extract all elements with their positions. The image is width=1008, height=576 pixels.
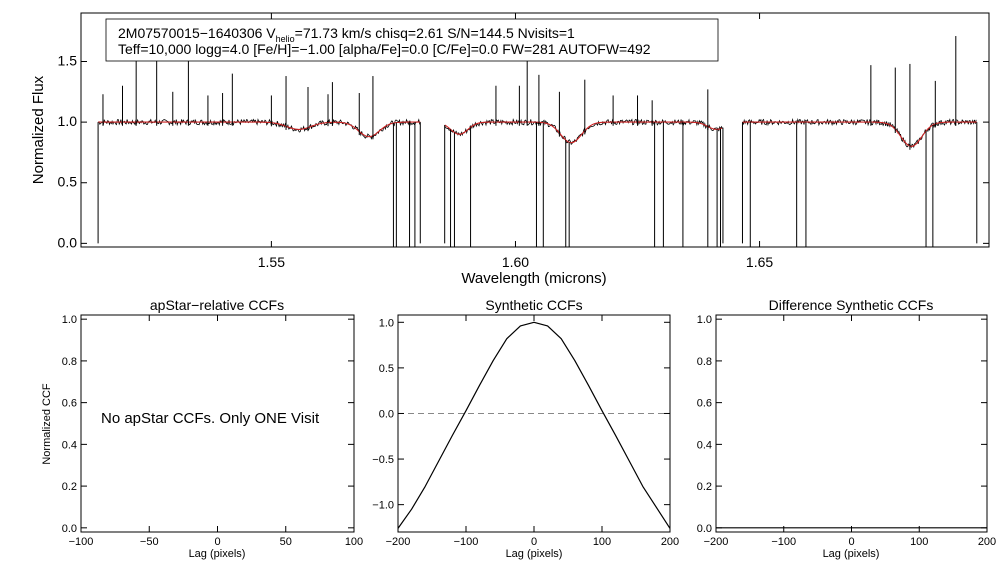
info-line-2: Teff=10,000 logg=4.0 [Fe/H]=−1.00 [alpha… bbox=[118, 41, 651, 57]
y-tick-label: 1.0 bbox=[58, 113, 78, 129]
apstar-ccf-y-label: Normalized CCF bbox=[41, 383, 53, 465]
y-tick-label: 1.0 bbox=[697, 314, 712, 326]
y-tick-label: 1.0 bbox=[379, 317, 394, 329]
observed-spectrum-line bbox=[444, 118, 723, 146]
y-tick-label: −0.5 bbox=[372, 454, 394, 466]
y-tick-label: 0.6 bbox=[62, 398, 77, 410]
y-tick-label: 0.8 bbox=[62, 356, 77, 368]
info-line-1-pre: 2M07570015−1640306 V bbox=[118, 25, 276, 41]
apstar-ccf-title: apStar−relative CCFs bbox=[150, 297, 284, 313]
x-tick-label: 1.55 bbox=[258, 254, 285, 270]
x-tick-label: 0 bbox=[531, 536, 537, 548]
info-line-1-post: =71.73 km/s chisq=2.61 S/N=144.5 Nvisits… bbox=[295, 25, 575, 41]
spectrum-traces bbox=[97, 28, 978, 247]
difference-ccf-ticks: −200 −100 0 100 200 0.0 0.2 0.4 0.6 0.8 1.0 bbox=[697, 314, 996, 548]
synthetic-ccf-traces bbox=[397, 321, 671, 529]
x-tick-label: 200 bbox=[661, 536, 679, 548]
x-tick-label: 100 bbox=[910, 536, 928, 548]
x-tick-label: 50 bbox=[280, 536, 292, 548]
x-tick-label: 0 bbox=[214, 536, 220, 548]
synthetic-ccf-title: Synthetic CCFs bbox=[485, 297, 582, 313]
difference-ccf-panel: −200 −100 0 100 200 0.0 0.2 0.4 0.6 0.8 1.0 Differ… bbox=[697, 297, 996, 560]
y-tick-label: 0.4 bbox=[697, 439, 712, 451]
y-tick-label: 1.0 bbox=[62, 314, 77, 326]
y-tick-label: 0.2 bbox=[697, 481, 712, 493]
y-tick-label: 0.0 bbox=[58, 234, 78, 250]
x-tick-label: 1.60 bbox=[502, 254, 529, 270]
y-tick-label: 0.0 bbox=[697, 523, 712, 535]
y-tick-label: 0.6 bbox=[697, 398, 712, 410]
x-tick-label: 200 bbox=[978, 536, 996, 548]
info-line-1-sub: helio bbox=[276, 34, 295, 44]
synthetic-ccf-ticks: −200 −100 0 100 200 1.0 0.5 0.0 −0.5 −1.0 bbox=[372, 315, 679, 548]
y-tick-label: 1.5 bbox=[58, 52, 78, 68]
model-spectrum-line bbox=[444, 121, 723, 144]
x-tick-label: 100 bbox=[593, 536, 611, 548]
model-spectrum-line bbox=[98, 121, 421, 138]
synthetic-ccf-x-label: Lag (pixels) bbox=[506, 548, 563, 560]
spectrum-y-label: Normalized Flux bbox=[30, 75, 47, 184]
x-tick-label: −200 bbox=[386, 536, 411, 548]
y-tick-label: −1.0 bbox=[372, 500, 394, 512]
difference-ccf-x-label: Lag (pixels) bbox=[823, 548, 880, 560]
spectrum-panel: 1.55 1.60 1.65 0.0 0.5 1.0 1.5 2M07570015−1640… bbox=[30, 12, 990, 287]
x-tick-label: −100 bbox=[454, 536, 479, 548]
synthetic-ccf-curve bbox=[397, 321, 671, 529]
x-tick-label: 100 bbox=[345, 536, 363, 548]
difference-ccf-plot-frame bbox=[715, 314, 988, 533]
x-tick-label: 0 bbox=[848, 536, 854, 548]
y-tick-label: 0.8 bbox=[697, 356, 712, 368]
model-spectrum-line bbox=[742, 121, 977, 147]
x-tick-label: −200 bbox=[704, 536, 729, 548]
x-tick-label: −100 bbox=[69, 536, 94, 548]
difference-ccf-title: Difference Synthetic CCFs bbox=[769, 297, 934, 313]
info-line-1: 2M07570015−1640306 Vhelio=71.73 km/s chi… bbox=[118, 25, 575, 44]
spectrum-x-label: Wavelength (microns) bbox=[461, 270, 606, 287]
y-tick-label: 0.5 bbox=[379, 363, 394, 375]
y-tick-label: 0.4 bbox=[62, 439, 77, 451]
y-tick-label: 0.0 bbox=[379, 408, 394, 420]
apstar-ccf-panel: −100 −50 0 50 100 0.0 0.2 0.4 0.6 0.8 1.0 apStar−r… bbox=[41, 297, 363, 560]
info-box bbox=[105, 18, 719, 62]
observed-spectrum-line bbox=[742, 117, 977, 149]
y-tick-label: 0.5 bbox=[58, 174, 78, 190]
no-ccf-annotation: No apStar CCFs. Only ONE Visit bbox=[101, 410, 320, 427]
x-tick-label: −100 bbox=[771, 536, 796, 548]
apstar-ccf-ticks: −100 −50 0 50 100 0.0 0.2 0.4 0.6 0.8 1.0 bbox=[62, 314, 363, 548]
synthetic-ccf-plot-frame bbox=[397, 314, 671, 533]
y-tick-label: 0.2 bbox=[62, 481, 77, 493]
synthetic-ccf-panel: −200 −100 0 100 200 1.0 0.5 0.0 −0.5 −1.0 Synthet… bbox=[372, 297, 679, 560]
apstar-ccf-x-label: Lag (pixels) bbox=[189, 548, 246, 560]
spectrum-plot-frame bbox=[80, 12, 990, 248]
y-tick-label: 0.0 bbox=[62, 523, 77, 535]
x-tick-label: 1.65 bbox=[746, 254, 773, 270]
x-tick-label: −50 bbox=[140, 536, 159, 548]
spectrum-ticks: 1.55 1.60 1.65 0.0 0.5 1.0 1.5 bbox=[58, 13, 989, 270]
